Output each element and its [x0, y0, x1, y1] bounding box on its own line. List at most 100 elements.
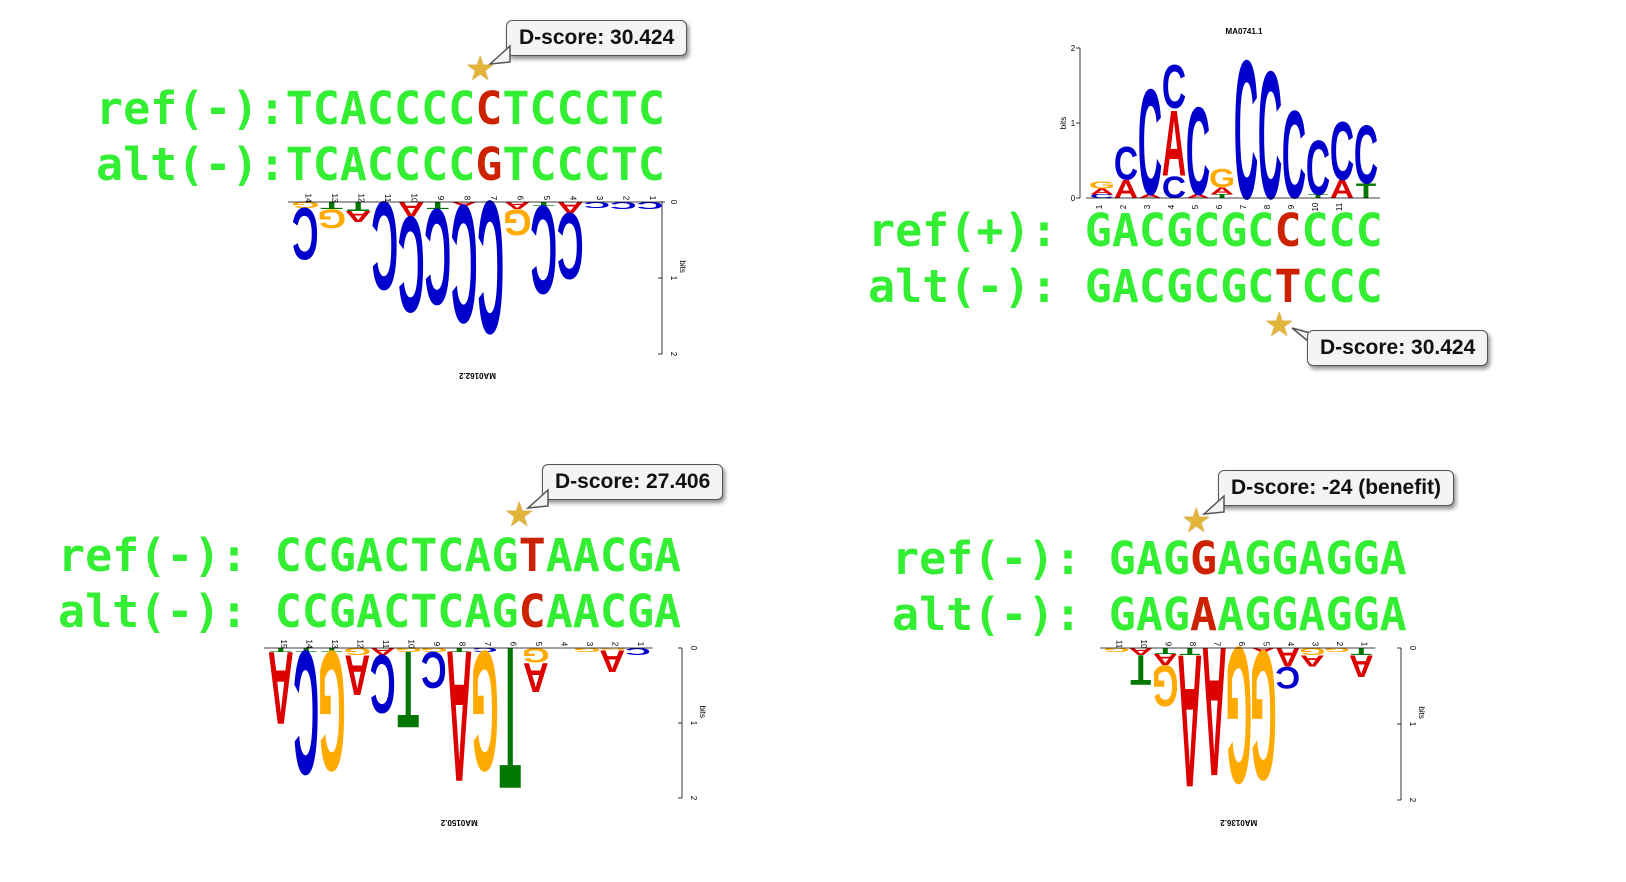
logo-position-label: 12 [355, 640, 364, 649]
logo-letter-C: C [1258, 32, 1282, 236]
logo-letter-G: G [420, 647, 448, 653]
logo-position-label: 3 [1143, 204, 1152, 209]
logo-position-label: 9 [436, 196, 445, 201]
logo-position-label: 11 [381, 640, 390, 649]
logo-letter-C: C [1186, 82, 1210, 221]
logo-position-label: 4 [559, 642, 568, 647]
logo-motif-id: MA0150.2 [440, 818, 477, 827]
logo-letter-T: T [1155, 646, 1176, 655]
logo-letter-C: C [1162, 52, 1186, 122]
logo-letter-A: A [451, 201, 478, 207]
logo-position-label: 13 [330, 194, 339, 203]
logo-position-label: 14 [303, 194, 312, 203]
logo-letter-A: A [446, 611, 472, 821]
logo-letter-A: A [1138, 193, 1162, 199]
logo-position-label: 8 [1263, 204, 1272, 209]
logo-letter-T: T [532, 201, 555, 207]
logo-letter-C: C [1306, 124, 1330, 211]
logo-letter-T: T [1212, 193, 1233, 199]
logo-letter-C: C [583, 200, 610, 209]
logo-letter-G: G [318, 614, 346, 805]
logo-letter-C: C [1234, 21, 1258, 241]
logo-letter-A: A [1186, 193, 1210, 199]
logo-letter-C: C [1354, 110, 1378, 202]
logo-motif-id: MA0136.2 [1220, 818, 1257, 827]
logo-position-label: 9 [432, 642, 441, 647]
logo-letter-A: A [398, 197, 425, 220]
logo-letter-A: A [523, 653, 549, 699]
logo-letter-A: A [1300, 652, 1325, 670]
logo-letter-G: G [503, 202, 532, 243]
logo-letter-G: G [598, 647, 626, 650]
logo-position-label: 8 [462, 196, 471, 201]
logo-letter-T: T [1308, 193, 1329, 199]
motif-logo-MA0150: T A T C T G G A A C G T G C T A C G T G A G G A C 15 14 13 12 11 10 9 8 7… [262, 605, 707, 836]
logo-letter-C: C [472, 647, 498, 653]
logo-position-label: 10 [1311, 202, 1320, 211]
logo-position-label: 10 [406, 640, 415, 649]
logo-letter-C: C [293, 613, 319, 811]
logo-letter-G: G [1323, 647, 1350, 653]
logo-letter-T: T [1350, 645, 1372, 657]
ref-sequence: ref(-): GAGGAGGAGGA [892, 532, 1407, 585]
logo-position-label: 15 [279, 640, 288, 649]
logo-y-axis-label: bits [698, 706, 707, 718]
logo-letter-C: C [477, 160, 504, 372]
logo-position-label: 6 [1237, 642, 1246, 647]
badge-tail [1201, 494, 1225, 515]
logo-position-label: 1 [648, 196, 657, 201]
logo-y-tick-label: 0 [669, 200, 678, 205]
logo-position-label: 3 [585, 642, 594, 647]
logo-letter-A: A [1162, 90, 1186, 195]
logo-position-label: 8 [457, 642, 466, 647]
badge-tail [487, 44, 511, 65]
dscore-badge: D-score: 27.406 [542, 464, 724, 500]
logo-position-label: 7 [489, 196, 498, 201]
logo-letter-T: T [499, 605, 521, 832]
logo-y-axis-label: bits [1417, 706, 1426, 718]
motif-logo-MA0741: C A G A C A C C A C A C T A G C C C T C A C T C 1 2 3 4 5 6 7 8 9 10 11 0 1 2… [1059, 21, 1390, 241]
logo-letter-T: T [1130, 646, 1151, 693]
logo-position-label: 5 [1191, 204, 1200, 209]
logo-position-label: 11 [383, 194, 392, 203]
logo-position-label: 13 [330, 640, 339, 649]
dscore-badge: D-score: 30.424 [1307, 330, 1489, 366]
logo-letter-G: G [1152, 652, 1179, 717]
logo-letter-A: A [1114, 175, 1138, 204]
star-icon: ★ [504, 495, 535, 535]
logo-letter-C: C [1330, 106, 1354, 198]
dscore-text: D-score: 27.406 [555, 470, 711, 493]
logo-position-label: 10 [409, 194, 418, 203]
logo-letter-C: C [370, 637, 396, 731]
logo-letter-G: G [1225, 606, 1252, 825]
logo-position-label: 4 [1286, 642, 1295, 647]
logo-letter-A: A [557, 198, 584, 216]
logo-y-tick-label: 0 [1408, 646, 1417, 651]
logo-position-label: 6 [1215, 204, 1224, 209]
logo-position-label: 4 [568, 196, 577, 201]
logo-letter-C: C [1138, 59, 1162, 227]
motif-logo-MA0162: G C T G T A C A C T C A C C A G T C A C C C C 14 13 12 11 10 9 8 7 6 5 4 3… [270, 160, 690, 380]
logo-y-axis-label: bits [1059, 117, 1068, 129]
logo-position-label: 6 [515, 196, 524, 201]
logo-letter-C: C [1090, 193, 1114, 199]
logo-y-axis-label: bits [678, 260, 687, 272]
logo-letter-T: T [397, 628, 419, 750]
logo-position-label: 2 [1119, 204, 1128, 209]
logo-letter-T: T [347, 199, 370, 213]
logo-letter-G: G [1209, 164, 1235, 193]
star-icon: ★ [465, 49, 496, 89]
logo-letter-G: G [471, 614, 499, 805]
logo-letter-T: T [426, 200, 449, 212]
logo-letter-G: G [317, 204, 346, 234]
logo-letter-C: C [424, 180, 451, 333]
logo-position-label: 4 [1167, 204, 1176, 209]
logo-letter-C: C [371, 175, 398, 316]
logo-position-label: 14 [304, 640, 313, 649]
logo-letter-G: G [1250, 611, 1277, 817]
logo-letter-G: G [1089, 179, 1115, 190]
dscore-text: D-score: 30.424 [1320, 336, 1476, 359]
logo-y-tick-label: 2 [689, 796, 698, 801]
logo-letter-A: A [345, 207, 372, 225]
logo-letter-A: A [1202, 608, 1227, 814]
